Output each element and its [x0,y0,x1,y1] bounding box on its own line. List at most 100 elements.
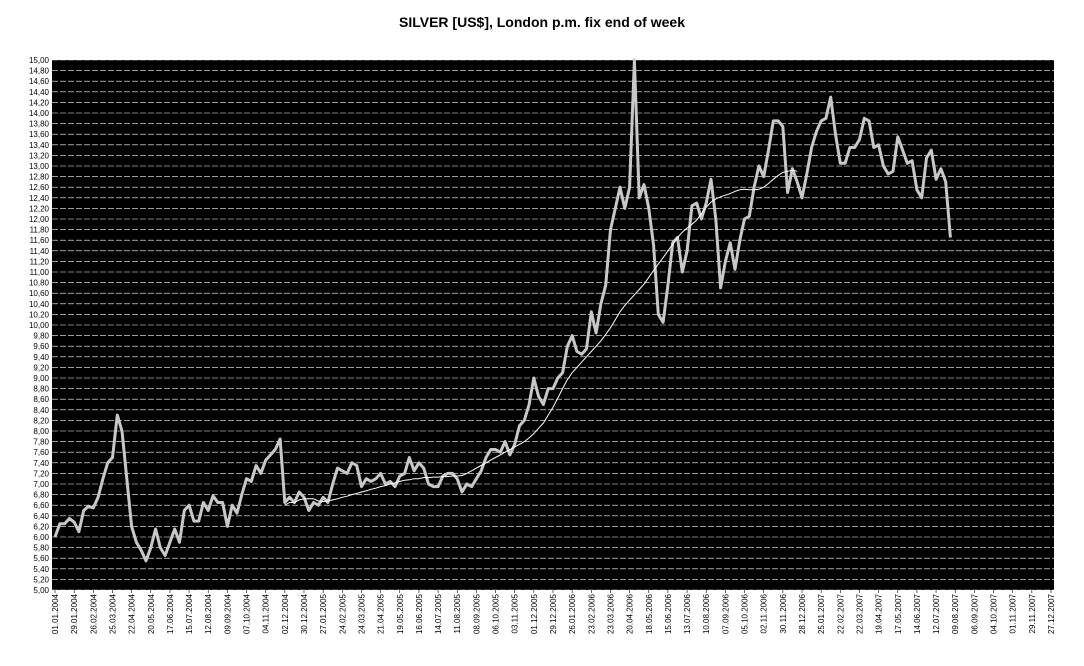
y-tick-label: 7,20 [33,469,49,478]
x-tick-label: 30.12.2004 [300,593,309,634]
x-tick-label: 25.03.2004 [108,593,117,634]
x-tick-label: 01.01.2004 [51,593,60,634]
y-tick-label: 5,80 [33,544,49,553]
y-tick-label: 8,80 [33,385,49,394]
y-tick-label: 10,60 [29,289,50,298]
y-tick-label: 5,40 [33,565,49,574]
y-tick-label: 14,40 [29,88,50,97]
x-tick-label: 12.08.2004 [204,593,213,634]
x-tick-label: 29.12.2005 [549,593,558,634]
x-tick-label: 22.02.2007 [836,593,845,634]
x-tick-label: 21.04.2005 [377,593,386,634]
y-tick-label: 12,20 [29,204,50,213]
series-line-weekly-price [53,58,952,563]
y-tick-label: 13,00 [29,162,50,171]
x-tick-label: 29.01.2004 [70,593,79,634]
y-tick-label: 9,80 [33,332,49,341]
x-tick-label: 15.07.2004 [185,593,194,634]
x-tick-label: 15.06.2006 [664,593,673,634]
y-tick-label: 8,40 [33,406,49,415]
x-tick-label: 10.08.2006 [702,593,711,634]
y-tick-label: 5,60 [33,554,49,563]
y-tick-label: 11,00 [30,268,50,277]
y-tick-label: 7,40 [33,459,49,468]
x-tick-label: 28.12.2006 [798,593,807,634]
y-tick-label: 14,20 [29,98,50,107]
x-tick-label: 29.11.2007 [1028,593,1037,633]
y-tick-label: 12,80 [29,173,50,182]
x-tick-label: 14.07.2005 [434,593,443,634]
y-tick-label: 7,60 [33,448,49,457]
x-tick-label: 09.09.2004 [223,593,232,634]
x-tick-label: 20.04.2006 [626,593,635,634]
y-tick-label: 13,20 [29,151,50,160]
y-tick-label: 11,20 [30,257,50,266]
series-group [53,58,952,563]
y-tick-label: 5,20 [33,575,49,584]
y-tick-label: 13,60 [29,130,50,139]
x-tick-label: 24.03.2005 [357,593,366,634]
x-tick-label: 11.08.2005 [453,593,462,633]
y-tick-label: 9,60 [33,342,49,351]
x-tick-label: 18.05.2006 [645,593,654,634]
y-tick-label: 10,80 [29,279,50,288]
x-tick-label: 22.04.2004 [128,593,137,634]
x-tick-label: 01.11.2007 [1009,593,1018,633]
y-tick-label: 9,00 [33,374,49,383]
y-tick-label: 11,60 [30,236,50,245]
x-tick-label: 03.11.2005 [511,593,520,633]
y-tick-label: 9,40 [33,353,49,362]
x-tick-label: 12.07.2007 [932,593,941,634]
y-tick-label: 14,00 [29,109,50,118]
x-tick-label: 27.01.2005 [319,593,328,634]
y-tick-label: 6,00 [33,533,49,542]
x-tick-label: 01.12.2005 [530,593,539,634]
y-tick-label: 5,00 [33,586,49,595]
x-tick-label: 17.05.2007 [894,593,903,634]
y-tick-label: 6,40 [33,512,49,521]
x-tick-label: 23.03.2006 [606,593,615,634]
x-tick-label: 23.02.2006 [587,593,596,634]
x-tick-label: 13.07.2006 [683,593,692,634]
x-tick-label: 09.08.2007 [951,593,960,634]
y-tick-label: 13,40 [29,141,50,150]
y-tick-label: 14,60 [29,77,50,86]
y-tick-label: 8,20 [33,416,49,425]
x-tick-label: 19.04.2007 [875,593,884,634]
y-tick-label: 13,80 [29,120,50,129]
x-tick-label: 14.06.2007 [913,593,922,634]
y-tick-label: 9,20 [33,363,49,372]
x-tick-label: 07.09.2006 [721,593,730,634]
y-tick-label: 10,40 [29,300,50,309]
y-tick-label: 10,00 [29,321,50,330]
y-tick-label: 12,00 [29,215,50,224]
y-tick-label: 15,00 [29,56,50,65]
chart-title: SILVER [US$], London p.m. fix end of wee… [399,14,685,30]
x-tick-label: 02.11.2006 [760,593,769,633]
x-tick-label: 04.11.2004 [262,593,271,633]
y-tick-label: 11,80 [30,226,50,235]
y-tick-label: 6,80 [33,491,49,500]
y-tick-label: 8,60 [33,395,49,404]
x-tick-label: 26.02.2004 [89,593,98,634]
x-tick-label: 27.12.2007 [1047,593,1056,634]
y-tick-label: 8,00 [33,427,49,436]
y-tick-label: 10,20 [29,310,50,319]
x-tick-label: 24.02.2005 [338,593,347,634]
x-tick-label: 30.11.2006 [779,593,788,633]
x-tick-label: 07.10.2004 [243,593,252,634]
y-tick-label: 6,60 [33,501,49,510]
x-tick-label: 22.03.2007 [855,593,864,634]
y-tick-label: 7,80 [33,438,49,447]
x-tick-label: 17.06.2004 [166,593,175,634]
x-axis: 01.01.2004 29.01.2004 26.02.2004 25.03.2004… [51,590,1056,634]
y-tick-label: 12,60 [29,183,50,192]
x-tick-label: 06.10.2005 [492,593,501,634]
x-tick-label: 16.06.2005 [415,593,424,634]
y-tick-label: 6,20 [33,522,49,531]
y-tick-label: 12,40 [29,194,50,203]
x-tick-label: 06.09.2007 [970,593,979,634]
x-tick-label: 04.10.2007 [990,593,999,634]
x-tick-label: 26.01.2006 [568,593,577,634]
